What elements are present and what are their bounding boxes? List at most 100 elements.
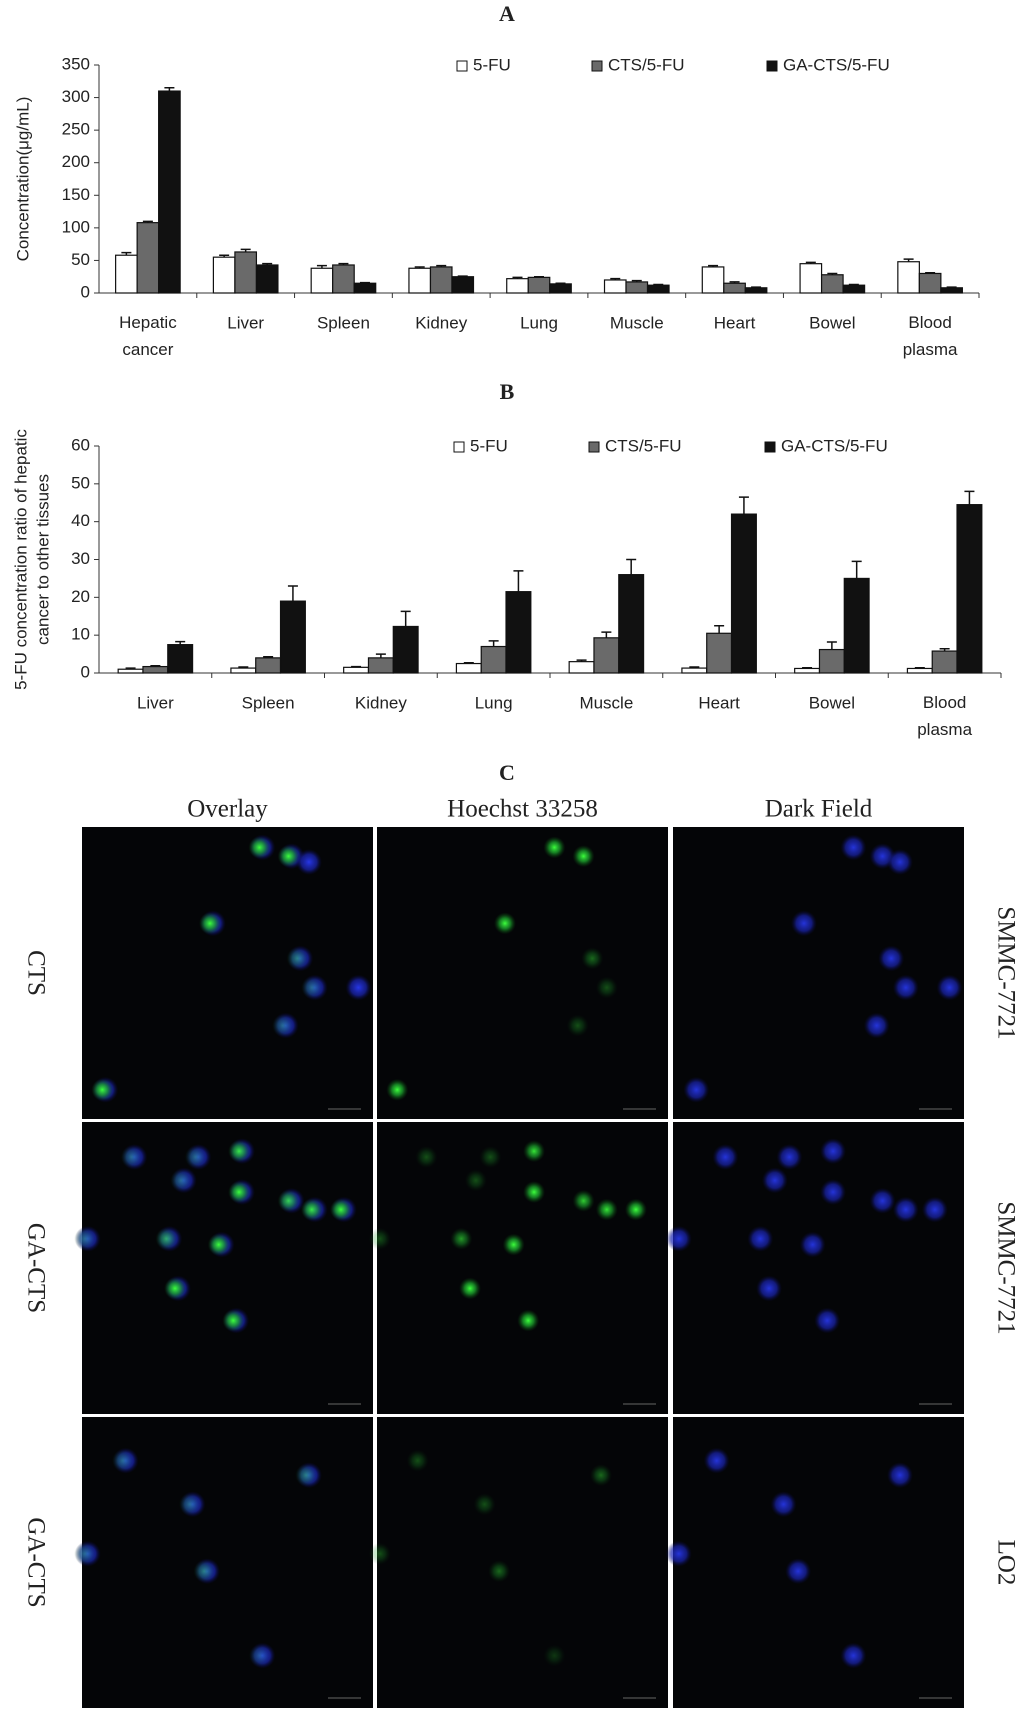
- error-bar: [240, 248, 251, 252]
- x-tick-label: Muscle: [610, 313, 664, 332]
- fluorescence: [464, 1169, 487, 1192]
- y-tick-label: 50: [71, 473, 90, 492]
- error-bar: [436, 264, 447, 267]
- bar: [234, 251, 258, 294]
- y-tick-label: 60: [71, 435, 90, 454]
- fluorescence: [581, 947, 604, 970]
- bar: [549, 283, 572, 294]
- bar: [255, 264, 279, 294]
- x-tick-label: Kidney: [355, 693, 407, 712]
- error-bar: [653, 283, 664, 286]
- legend-label: GA-CTS/5-FU: [781, 436, 888, 455]
- fluorescence: [228, 1181, 251, 1204]
- legend-swatch: [588, 441, 600, 453]
- column-header: Dark Field: [765, 796, 873, 823]
- bar: [158, 90, 181, 294]
- fluorescence: [589, 1464, 612, 1487]
- bar: [353, 282, 377, 294]
- fluorescence: [198, 912, 221, 935]
- y-tick-label: 20: [71, 587, 90, 606]
- bar: [451, 276, 475, 294]
- bar: [279, 600, 306, 674]
- micrograph: [82, 827, 373, 1119]
- legend-label: 5-FU: [473, 55, 511, 74]
- bar: [681, 667, 708, 674]
- cell-line-label: LO2: [992, 1540, 1019, 1586]
- x-tick-label: Liver: [137, 693, 174, 712]
- nucleus: [892, 974, 919, 1001]
- fluorescence: [488, 1560, 511, 1583]
- error-bar: [851, 560, 862, 579]
- error-bar: [359, 281, 370, 284]
- error-bar: [121, 251, 132, 256]
- fluorescence: [300, 1198, 323, 1221]
- bar: [480, 645, 507, 674]
- bar: [956, 504, 983, 674]
- bar: [625, 281, 649, 294]
- bar: [820, 274, 844, 294]
- error-bar: [626, 558, 637, 575]
- y-tick-label: 0: [81, 662, 90, 681]
- nucleus: [820, 1179, 847, 1206]
- bar: [593, 637, 620, 674]
- bar: [723, 282, 746, 294]
- error-bar: [903, 258, 914, 262]
- bar: [701, 266, 725, 294]
- error-bar: [488, 640, 499, 647]
- error-bar: [238, 666, 249, 669]
- nucleus: [814, 1307, 841, 1334]
- error-bar: [262, 262, 273, 265]
- bar: [505, 591, 532, 674]
- error-bar: [914, 666, 925, 669]
- panel-title: C: [499, 760, 515, 785]
- x-tick-label: Heart: [714, 313, 756, 332]
- y-tick-label: 200: [62, 152, 90, 171]
- x-tick-label: Liver: [227, 313, 264, 332]
- error-bar: [125, 667, 136, 670]
- bar: [618, 574, 645, 674]
- fluorescence: [502, 1233, 525, 1256]
- error-bar: [555, 282, 566, 284]
- fluorescence: [450, 1227, 473, 1250]
- bar: [527, 276, 551, 294]
- nucleus: [820, 1138, 847, 1165]
- nucleus: [295, 849, 322, 876]
- chart-title: B: [500, 379, 515, 404]
- nucleus: [683, 1076, 710, 1103]
- fluorescence: [543, 1644, 566, 1667]
- fluorescence: [73, 1227, 96, 1250]
- fluorescence: [277, 845, 300, 868]
- bar: [940, 287, 963, 294]
- column-header: Hoechst 33258: [447, 796, 598, 823]
- bar: [843, 577, 870, 674]
- micrograph: [82, 1122, 373, 1414]
- legend-swatch: [766, 60, 778, 72]
- error-bar: [925, 272, 936, 274]
- fluorescence: [473, 1493, 496, 1516]
- x-tick-label: Hepatic cancer: [119, 313, 177, 359]
- micrograph: [377, 827, 668, 1119]
- bar: [842, 284, 866, 294]
- nucleus: [886, 849, 913, 876]
- nucleus: [776, 1144, 803, 1171]
- fluorescence: [368, 1542, 391, 1565]
- fluorescence: [415, 1146, 438, 1169]
- legend-label: GA-CTS/5-FU: [783, 55, 890, 74]
- fluorescence: [459, 1277, 482, 1300]
- legend-swatch: [591, 60, 603, 72]
- nucleus: [921, 1196, 948, 1223]
- cell-line-label: SMMC-7721: [992, 1201, 1019, 1334]
- error-bar: [631, 279, 642, 282]
- bar: [255, 657, 282, 674]
- bar: [799, 263, 823, 294]
- error-bar: [708, 264, 719, 267]
- bar: [142, 665, 169, 674]
- fluorescence: [248, 836, 271, 859]
- bar: [568, 661, 595, 674]
- x-tick-label: Spleen: [317, 313, 370, 332]
- error-bar: [610, 277, 621, 280]
- nucleus: [863, 1012, 890, 1039]
- error-bar: [512, 276, 523, 279]
- error-bar: [534, 275, 544, 278]
- nucleus: [892, 1196, 919, 1223]
